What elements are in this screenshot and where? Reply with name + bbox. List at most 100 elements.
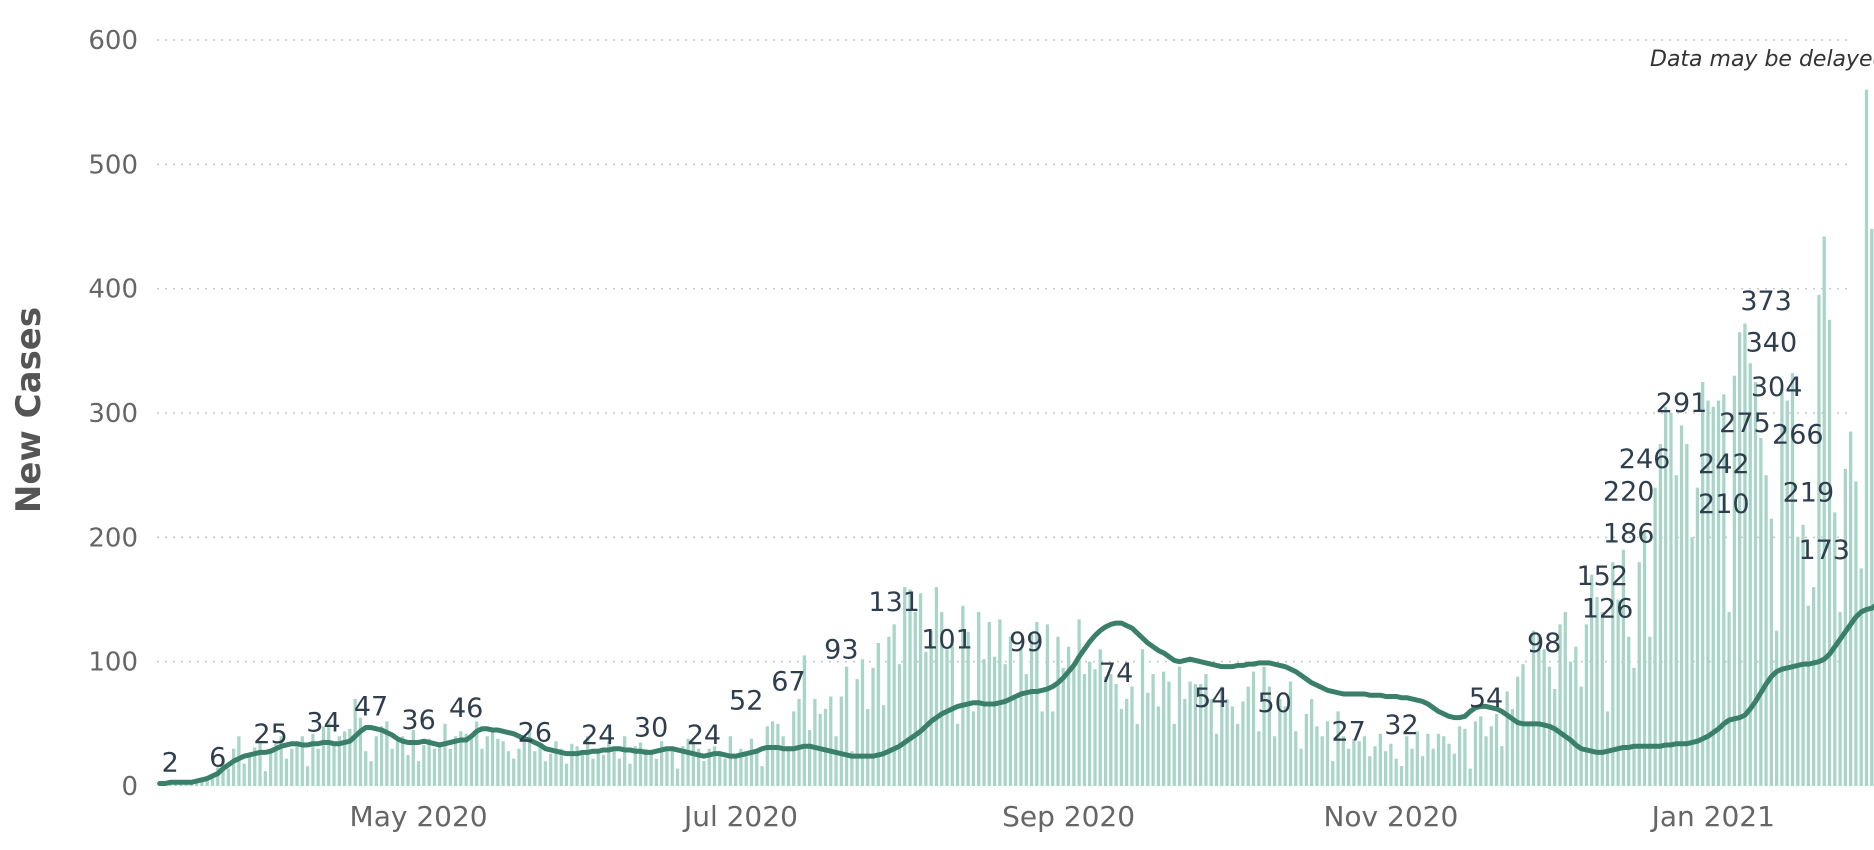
- daily-bar: [1812, 587, 1816, 786]
- daily-bar: [1352, 738, 1356, 786]
- daily-bar: [1135, 723, 1139, 786]
- daily-bar: [401, 736, 405, 786]
- daily-bar: [1695, 487, 1700, 786]
- daily-bar: [1468, 768, 1472, 786]
- y-tick-label: 300: [88, 399, 138, 429]
- daily-bar: [1854, 481, 1858, 786]
- daily-bar: [1648, 636, 1652, 786]
- data-label: 30: [634, 713, 668, 744]
- daily-bar: [1077, 619, 1081, 786]
- daily-bar: [813, 698, 817, 786]
- daily-bar: [686, 738, 690, 786]
- daily-bar: [876, 643, 880, 786]
- daily-bar: [1304, 713, 1308, 786]
- daily-bar: [432, 748, 437, 786]
- daily-bar: [776, 723, 780, 786]
- daily-bar: [475, 721, 479, 786]
- daily-bar: [226, 768, 230, 786]
- daily-bar: [1225, 698, 1229, 786]
- daily-bar: [897, 664, 902, 786]
- daily-bar: [871, 667, 875, 786]
- daily-bar: [977, 611, 981, 786]
- daily-bar: [168, 784, 172, 786]
- data-label: 50: [1257, 688, 1291, 719]
- daily-bar: [242, 763, 246, 786]
- daily-bar: [1838, 611, 1842, 786]
- daily-bar: [607, 741, 611, 786]
- daily-bar: [1103, 676, 1108, 786]
- daily-bar: [1283, 706, 1287, 786]
- daily-bar: [1003, 664, 1007, 786]
- daily-bar: [1389, 743, 1393, 786]
- daily-bar: [723, 758, 727, 786]
- daily-bar: [290, 748, 294, 786]
- data-label: 32: [1384, 710, 1418, 741]
- daily-bar: [1315, 726, 1319, 786]
- daily-bar: [416, 761, 421, 786]
- daily-bar: [1368, 756, 1372, 786]
- daily-bar: [1790, 373, 1795, 786]
- daily-bar: [443, 723, 447, 786]
- data-label: 54: [1194, 683, 1228, 714]
- delay-note: Data may be delayed: [1650, 47, 1874, 72]
- daily-bar: [1415, 731, 1419, 786]
- data-label: 131: [868, 587, 920, 618]
- daily-bar: [1452, 753, 1456, 786]
- data-label: 54: [1469, 683, 1503, 714]
- daily-bar: [253, 747, 257, 786]
- daily-bar: [612, 751, 616, 786]
- daily-bar: [1362, 736, 1367, 786]
- x-axis-ticks: May 2020 Jul 2020 Sep 2020 Nov 2020 Jan 2021: [350, 800, 1775, 833]
- data-label: 98: [1527, 628, 1561, 659]
- daily-bar: [564, 763, 569, 786]
- data-label: 291: [1656, 388, 1708, 419]
- daily-bar: [728, 736, 732, 786]
- daily-bar: [221, 758, 225, 786]
- daily-bar: [892, 624, 896, 786]
- daily-bar: [755, 751, 759, 786]
- data-label: 6: [209, 743, 226, 774]
- daily-bar: [464, 733, 468, 786]
- daily-bar: [538, 746, 542, 786]
- y-tick-label: 600: [88, 26, 138, 56]
- daily-bar: [807, 730, 812, 786]
- daily-bar: [1489, 726, 1493, 786]
- daily-bar: [601, 754, 606, 786]
- data-label: 46: [449, 693, 483, 724]
- daily-bar: [1870, 228, 1874, 786]
- daily-bar: [506, 751, 511, 786]
- daily-bar: [1119, 708, 1124, 786]
- daily-bar: [918, 593, 923, 786]
- daily-bar: [913, 611, 917, 786]
- daily-bar: [496, 738, 500, 786]
- x-tick-label: Nov 2020: [1323, 800, 1458, 833]
- daily-bar: [374, 736, 378, 786]
- daily-bar: [1431, 748, 1435, 786]
- daily-bar: [1204, 674, 1208, 786]
- daily-bar: [216, 767, 220, 786]
- daily-bar: [490, 730, 495, 786]
- data-label: 2: [162, 748, 179, 779]
- daily-bar: [887, 636, 891, 786]
- daily-bar: [1653, 487, 1657, 786]
- daily-bar: [665, 748, 669, 786]
- data-label: 173: [1798, 535, 1850, 566]
- moving-average-line: [157, 603, 1874, 787]
- daily-bar: [712, 746, 717, 786]
- daily-bar: [1257, 731, 1261, 786]
- daily-bar: [1051, 711, 1055, 786]
- daily-bar: [1014, 698, 1018, 786]
- daily-bar: [1590, 574, 1594, 786]
- daily-bar: [1473, 721, 1478, 786]
- daily-bar: [1193, 684, 1198, 786]
- daily-bar: [279, 736, 283, 786]
- daily-bar: [1637, 562, 1641, 786]
- daily-bar: [670, 746, 674, 786]
- y-tick-label: 100: [88, 648, 138, 678]
- daily-bar: [617, 758, 622, 786]
- daily-bar: [971, 711, 976, 786]
- x-tick-label: Jan 2021: [1650, 800, 1775, 833]
- daily-bar: [348, 728, 352, 786]
- daily-bar: [1716, 400, 1721, 786]
